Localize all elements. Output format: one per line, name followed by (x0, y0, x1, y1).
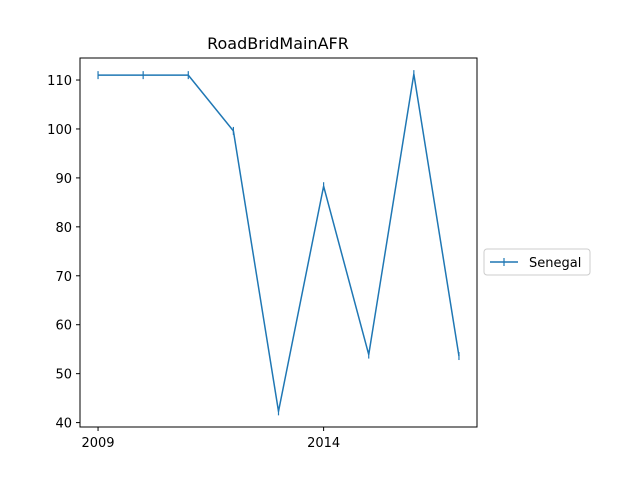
y-axis: 40 50 60 70 80 90 100 110 (47, 74, 80, 432)
y-tick-label: 60 (55, 319, 72, 334)
chart-title: RoadBridMainAFR (207, 34, 349, 53)
x-tick-label: 2009 (81, 436, 114, 451)
legend-box (483, 248, 591, 276)
x-tick-label: 2014 (307, 436, 340, 451)
y-tick-label: 50 (55, 368, 72, 383)
legend-label-senegal: Senegal (529, 256, 581, 271)
x-axis: 2009 2014 (81, 427, 340, 451)
y-tick-label: 90 (55, 172, 72, 187)
series-line-senegal (98, 73, 460, 413)
plot-frame (79, 57, 478, 428)
y-tick-label: 110 (47, 74, 72, 89)
y-tick-label: 70 (55, 270, 72, 285)
legend: Senegal (483, 248, 591, 276)
y-tick-label: 80 (55, 221, 72, 236)
series-layer (97, 70, 460, 416)
y-tick-label: 100 (47, 123, 72, 138)
y-tick-label: 40 (55, 417, 72, 432)
